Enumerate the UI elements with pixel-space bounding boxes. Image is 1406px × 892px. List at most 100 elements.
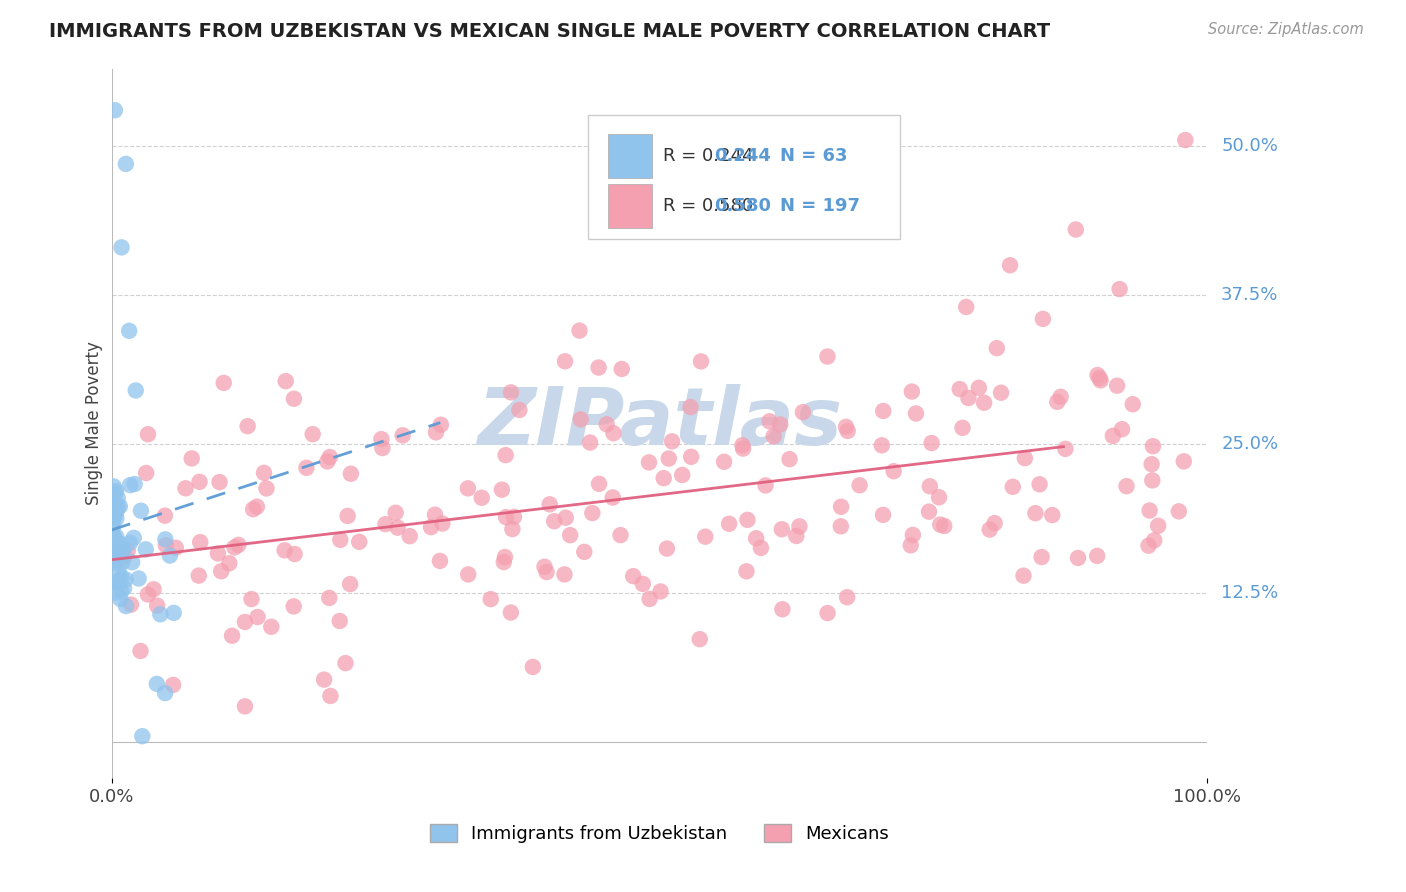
Point	[274, 374, 297, 388]
Point	[105, 544, 128, 558]
Point	[228, 538, 250, 552]
Point	[108, 500, 131, 514]
Point	[554, 354, 576, 368]
Point	[1064, 222, 1087, 236]
Point	[883, 464, 905, 478]
Point	[638, 591, 661, 606]
Point	[745, 531, 768, 545]
Point	[423, 508, 446, 522]
Point	[921, 436, 943, 450]
Point	[384, 506, 406, 520]
Point	[1111, 422, 1133, 436]
Point	[1054, 442, 1077, 456]
Point	[1142, 439, 1164, 453]
FancyBboxPatch shape	[588, 115, 900, 239]
Point	[174, 481, 197, 495]
Point	[398, 529, 420, 543]
Point	[121, 555, 143, 569]
Point	[1139, 503, 1161, 517]
Point	[1024, 506, 1046, 520]
Point	[153, 686, 176, 700]
Point	[105, 542, 128, 557]
Point	[1001, 480, 1024, 494]
Point	[789, 519, 811, 533]
Point	[973, 395, 995, 409]
Point	[128, 572, 150, 586]
Point	[336, 508, 359, 523]
Text: 25.0%: 25.0%	[1222, 435, 1278, 453]
Point	[104, 486, 127, 500]
Point	[107, 541, 129, 556]
Point	[260, 620, 283, 634]
Point	[471, 491, 494, 505]
Point	[1143, 533, 1166, 548]
Point	[998, 258, 1021, 272]
Point	[430, 417, 453, 432]
Point	[273, 543, 295, 558]
Point	[110, 570, 132, 584]
Point	[770, 602, 793, 616]
Point	[533, 559, 555, 574]
Point	[904, 407, 927, 421]
Point	[224, 541, 246, 555]
Point	[671, 467, 693, 482]
Point	[837, 591, 859, 605]
Point	[101, 506, 124, 520]
Point	[103, 510, 125, 524]
Point	[104, 537, 127, 551]
Point	[105, 576, 128, 591]
Point	[568, 324, 591, 338]
Point	[1107, 378, 1129, 392]
Point	[1031, 550, 1053, 565]
Point	[131, 729, 153, 743]
Point	[104, 551, 127, 566]
Text: N = 197: N = 197	[780, 197, 860, 215]
Point	[159, 549, 181, 563]
Point	[1140, 457, 1163, 471]
Point	[1174, 133, 1197, 147]
Text: 0.580: 0.580	[714, 197, 772, 215]
Point	[149, 607, 172, 622]
Point	[957, 391, 980, 405]
Text: 37.5%: 37.5%	[1222, 286, 1278, 304]
Point	[208, 475, 231, 489]
Point	[319, 689, 342, 703]
Point	[103, 509, 125, 524]
Point	[242, 502, 264, 516]
Point	[690, 354, 713, 368]
Text: 12.5%: 12.5%	[1222, 584, 1278, 602]
Point	[135, 542, 157, 557]
Point	[105, 586, 128, 600]
Point	[1040, 508, 1063, 522]
Point	[1173, 454, 1195, 468]
Point	[146, 599, 169, 613]
Point	[425, 425, 447, 440]
Point	[929, 517, 952, 532]
Point	[457, 567, 479, 582]
Point	[610, 362, 633, 376]
Point	[314, 673, 336, 687]
Point	[499, 385, 522, 400]
Point	[283, 392, 305, 406]
Point	[105, 541, 128, 556]
Point	[986, 341, 1008, 355]
Point	[609, 528, 631, 542]
Point	[101, 530, 124, 544]
Point	[114, 572, 136, 586]
Point	[120, 598, 142, 612]
Point	[652, 471, 675, 485]
Point	[1067, 551, 1090, 566]
Point	[815, 350, 838, 364]
Point	[495, 510, 517, 524]
Point	[602, 426, 624, 441]
Point	[115, 157, 138, 171]
Point	[501, 522, 523, 536]
Point	[779, 452, 801, 467]
Point	[253, 466, 276, 480]
Point	[579, 435, 602, 450]
Point	[101, 491, 124, 506]
Point	[112, 581, 135, 595]
Point	[118, 535, 141, 549]
Point	[105, 483, 128, 498]
Point	[749, 541, 772, 555]
